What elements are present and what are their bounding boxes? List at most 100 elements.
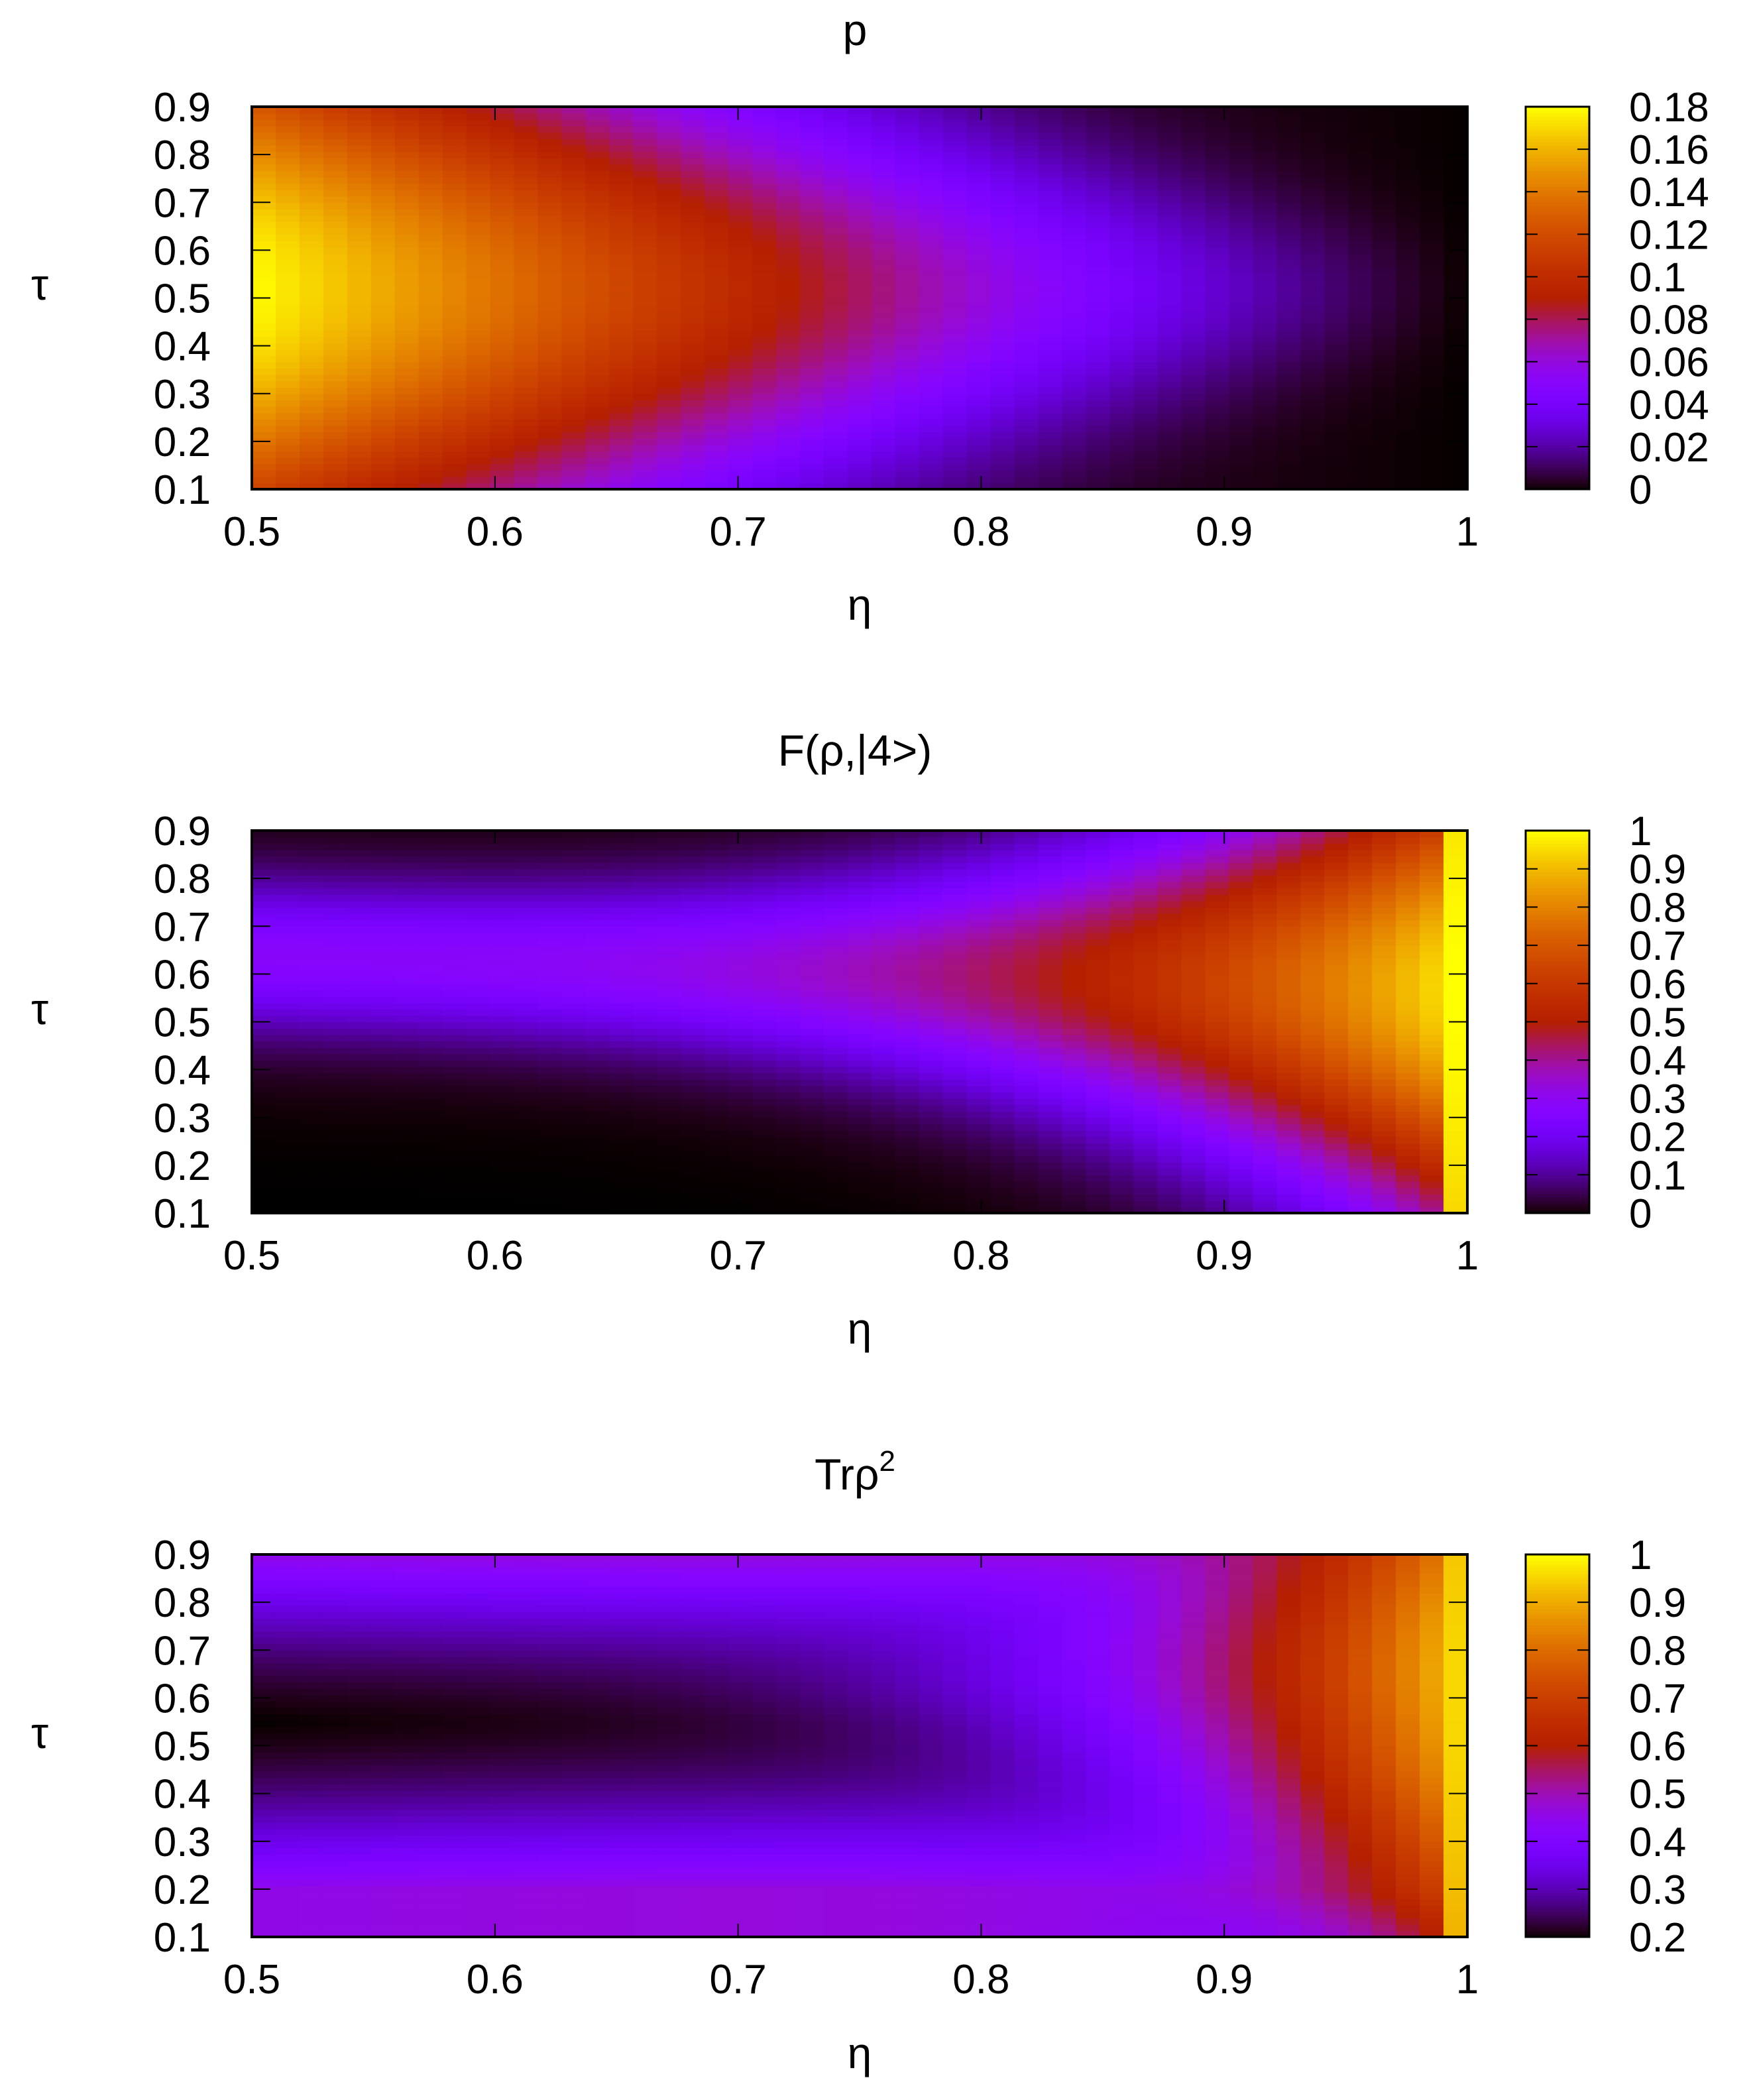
heatmap-cell [514, 349, 539, 356]
heatmap-cell [919, 958, 944, 965]
heatmap-cell [1420, 457, 1444, 465]
heatmap-cell [490, 1028, 515, 1035]
heatmap-cell [561, 1168, 587, 1176]
heatmap-cell [1038, 380, 1063, 388]
heatmap-cell [1300, 234, 1326, 241]
heatmap-cell [252, 945, 276, 953]
heatmap-cell [633, 875, 658, 882]
heatmap-cell [800, 983, 824, 991]
heatmap-cell [800, 1168, 824, 1176]
heatmap-cell [252, 1053, 276, 1061]
heatmap-cell [514, 317, 539, 324]
heatmap-cell [871, 176, 896, 184]
heatmap-cell [252, 400, 276, 407]
heatmap-cell [323, 310, 348, 318]
heatmap-cell [418, 355, 443, 363]
heatmap-cell [275, 831, 300, 838]
heatmap-cell [1157, 234, 1182, 241]
heatmap-cell [919, 183, 944, 190]
heatmap-cell [776, 470, 801, 477]
heatmap-cell [824, 970, 848, 978]
heatmap-cell [418, 451, 443, 458]
heatmap-cell [1205, 457, 1230, 465]
heatmap-cell [442, 888, 467, 895]
heatmap-cell [490, 438, 515, 445]
heatmap-cell [514, 1124, 539, 1131]
heatmap-cell [1396, 432, 1420, 439]
heatmap-cell [537, 438, 563, 445]
heatmap-cell [1181, 336, 1206, 343]
heatmap-cell [1014, 393, 1039, 401]
colorbar-segment [1526, 463, 1589, 468]
heatmap-cell [895, 1194, 920, 1201]
heatmap-cell [800, 139, 824, 146]
heatmap-cell [1181, 393, 1206, 401]
heatmap-cell [394, 323, 420, 331]
heatmap-cell [681, 1034, 706, 1042]
heatmap-cell [1086, 317, 1111, 324]
colorbar-segment [1526, 460, 1589, 465]
heatmap-cell [370, 951, 396, 959]
heatmap-cell [919, 1187, 944, 1195]
heatmap-cell [1181, 132, 1206, 139]
heatmap-cell [1038, 419, 1063, 426]
heatmap-cell [657, 1162, 682, 1169]
heatmap-cell [561, 151, 587, 158]
heatmap-cell [871, 900, 896, 908]
heatmap-cell [1109, 272, 1135, 280]
heatmap-cell [1276, 139, 1302, 146]
heatmap-cell [537, 374, 563, 382]
heatmap-cell [848, 831, 872, 838]
heatmap-cell [490, 1187, 515, 1195]
heatmap-cell [561, 355, 587, 363]
heatmap-cell [323, 990, 348, 997]
heatmap-cell [752, 202, 777, 209]
heatmap-cell [585, 310, 610, 318]
heatmap-cell [776, 849, 801, 857]
heatmap-cell [1348, 380, 1373, 388]
heatmap-cell [490, 336, 515, 343]
heatmap-cell [848, 336, 872, 343]
heatmap-cell [895, 983, 920, 991]
heatmap-cell [466, 234, 491, 241]
heatmap-cell [919, 1194, 944, 1201]
colorbar-segment [1526, 409, 1589, 414]
heatmap-cell [514, 1098, 539, 1106]
heatmap-cell [1038, 483, 1063, 490]
heatmap-cell [705, 862, 730, 870]
heatmap-cell [299, 368, 324, 375]
heatmap-cell [1014, 259, 1039, 267]
heatmap-cell [705, 266, 730, 273]
heatmap-cell [1109, 438, 1135, 445]
heatmap-cell [1396, 253, 1420, 261]
heatmap-cell [752, 990, 777, 997]
heatmap-cell [705, 457, 730, 465]
heatmap-cell [585, 894, 610, 902]
heatmap-cell [1014, 215, 1039, 222]
heatmap-cell [1229, 139, 1254, 146]
heatmap-cell [609, 342, 634, 350]
heatmap-cell [275, 266, 300, 273]
heatmap-cell [919, 272, 944, 280]
heatmap-cell [657, 900, 682, 908]
heatmap-cell [275, 1187, 300, 1195]
heatmap-cell [800, 234, 824, 241]
heatmap-cell [824, 932, 848, 940]
heatmap-cell [490, 463, 515, 471]
heatmap-cell [609, 278, 634, 286]
heatmap-cell [585, 298, 610, 305]
heatmap-cell [323, 1187, 348, 1195]
heatmap-cell [609, 1124, 634, 1131]
heatmap-cell [752, 247, 777, 254]
heatmap-cell [1443, 444, 1468, 452]
heatmap-cell [800, 361, 824, 369]
heatmap-cell [323, 463, 348, 471]
heatmap-cell [1181, 208, 1206, 216]
heatmap-cell [681, 374, 706, 382]
colorbar-tick-label: 0.14 [1629, 170, 1709, 215]
heatmap-cell [347, 190, 372, 197]
heatmap-cell [1300, 317, 1326, 324]
heatmap-cell [1086, 145, 1111, 152]
heatmap-cell [848, 983, 872, 991]
heatmap-cell [990, 323, 1015, 331]
